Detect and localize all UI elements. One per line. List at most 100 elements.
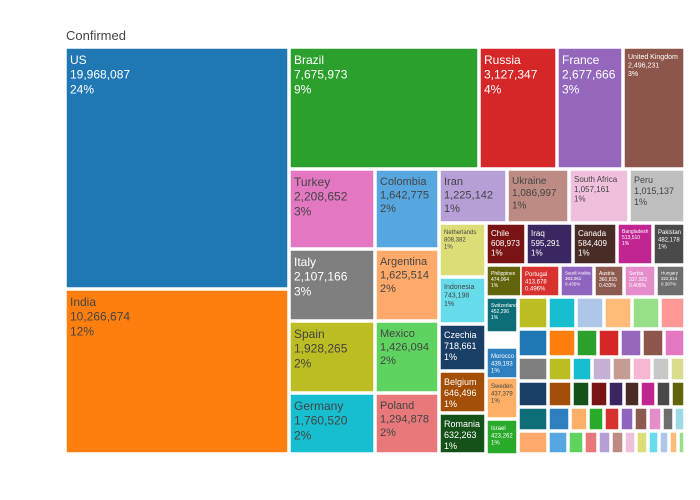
tile-nigeria[interactable] [620, 407, 634, 431]
tile-moldova[interactable] [572, 381, 590, 407]
tile-egypt[interactable] [624, 381, 640, 407]
tile-qatar[interactable] [652, 357, 670, 381]
tile-malta[interactable] [678, 431, 685, 454]
tile-ecuador[interactable] [548, 297, 576, 329]
tile-panama[interactable] [576, 329, 598, 357]
tile-kenya[interactable] [612, 357, 632, 381]
tile-norway[interactable] [648, 407, 662, 431]
tile-kuwait[interactable] [664, 329, 685, 357]
tile-ethiopia[interactable] [608, 381, 624, 407]
tile-pct: 12% [70, 324, 94, 338]
tile-uruguay[interactable] [598, 431, 611, 454]
tile-ghana[interactable] [634, 407, 648, 431]
tile-guatemala[interactable] [518, 381, 548, 407]
tile-mongolia[interactable] [669, 431, 678, 454]
tile-value: 1,225,142 [444, 189, 493, 201]
tile-nepal[interactable] [518, 329, 548, 357]
tile-slovakia[interactable] [660, 297, 685, 329]
tile-lithuania[interactable] [590, 381, 608, 407]
tile-rect [479, 47, 557, 169]
tile-greece[interactable] [548, 357, 572, 381]
tile-bolivia[interactable] [620, 329, 642, 357]
tile-bahrain[interactable] [670, 357, 685, 381]
tile-name: Canada [578, 229, 607, 238]
tile-japan[interactable] [632, 297, 660, 329]
tile-jordan[interactable] [518, 297, 548, 329]
tile-value: 337,923 [629, 277, 647, 283]
tile-libya[interactable] [632, 357, 652, 381]
tile-pct: 3% [628, 71, 638, 78]
tile-montenegro[interactable] [611, 431, 624, 454]
tile-kyrgyzstan[interactable] [662, 407, 674, 431]
tile-oman[interactable] [592, 357, 612, 381]
tile-croatia[interactable] [576, 297, 604, 329]
tile-denmark[interactable] [604, 407, 620, 431]
tile-venezuela[interactable] [570, 407, 588, 431]
tile-value: 2,107,166 [294, 270, 348, 284]
tile-value: 1,086,997 [512, 188, 557, 199]
tile-value: 608,973 [491, 239, 520, 248]
tile-kazakhstan[interactable] [671, 381, 685, 407]
tile-georgia[interactable] [598, 329, 620, 357]
tile-estonia[interactable] [568, 431, 584, 454]
tile-armenia[interactable] [548, 381, 572, 407]
tile-latvia[interactable] [518, 407, 548, 431]
tile-paraguay[interactable] [548, 407, 570, 431]
tile-value: 360,815 [599, 277, 617, 283]
tile-algeria[interactable] [588, 407, 604, 431]
tile-tunisia[interactable] [572, 357, 592, 381]
tile-albania[interactable] [584, 431, 598, 454]
tile-cyprus[interactable] [624, 431, 636, 454]
tile-sri-lanka[interactable] [659, 431, 669, 454]
tile-slovenia[interactable] [518, 357, 548, 381]
tile-bulgaria[interactable] [604, 297, 632, 329]
tile-zambia[interactable] [648, 431, 659, 454]
tile-lebanon[interactable] [642, 329, 664, 357]
tile-finland[interactable] [636, 431, 648, 454]
tile-ireland[interactable] [656, 381, 671, 407]
tile-belarus[interactable] [548, 329, 576, 357]
tile-dominican-rep[interactable] [548, 431, 568, 454]
tile-costa-rica[interactable] [518, 431, 548, 454]
tile-uzbekistan[interactable] [674, 407, 685, 431]
tile-honduras[interactable] [640, 381, 656, 407]
